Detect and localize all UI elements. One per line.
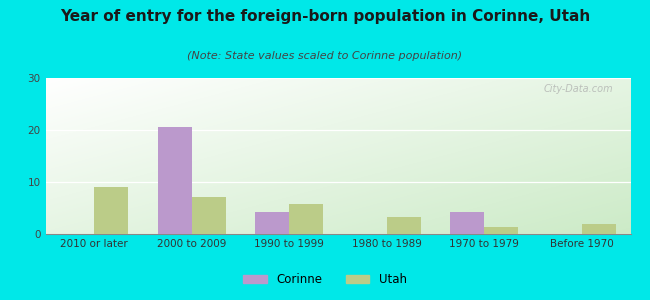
Bar xyxy=(157,128,192,234)
Bar xyxy=(289,204,324,234)
Text: Year of entry for the foreign-born population in Corinne, Utah: Year of entry for the foreign-born popul… xyxy=(60,9,590,24)
Bar xyxy=(94,187,129,234)
Bar xyxy=(192,196,226,234)
Legend: Corinne, Utah: Corinne, Utah xyxy=(239,269,411,291)
Bar xyxy=(387,217,421,234)
Text: (Note: State values scaled to Corinne population): (Note: State values scaled to Corinne po… xyxy=(187,51,463,61)
Text: City-Data.com: City-Data.com xyxy=(543,84,613,94)
Bar xyxy=(255,212,289,234)
Bar xyxy=(582,224,616,234)
Bar xyxy=(450,212,484,234)
Bar xyxy=(484,227,519,234)
